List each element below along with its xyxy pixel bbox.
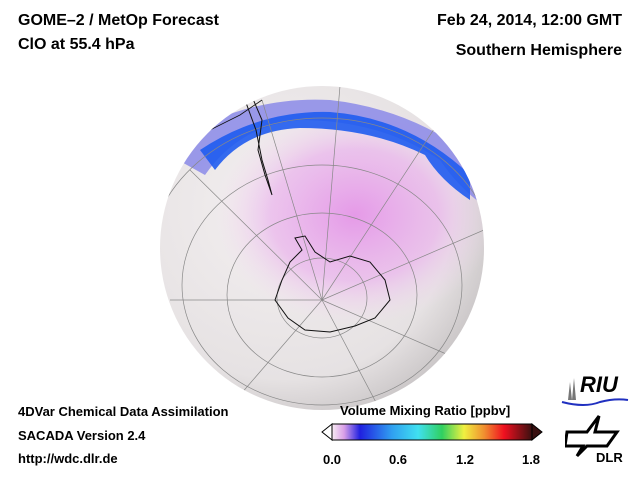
footer-url[interactable]: http://wdc.dlr.de — [18, 451, 118, 466]
colorbar-title: Volume Mixing Ratio [ppbv] — [340, 403, 511, 418]
riu-logo-text: RIU — [580, 372, 618, 397]
graticule — [160, 86, 484, 410]
colorbar-gradient — [331, 423, 533, 441]
colorbar-tick: 0.6 — [388, 452, 408, 467]
colorbar-tick: 0.0 — [322, 452, 342, 467]
clo-band-outer — [160, 99, 484, 210]
colorbar-tick: 1.8 — [521, 452, 541, 467]
dlr-logo — [565, 415, 620, 458]
antarctica-coastline — [274, 235, 391, 333]
map-title: GOME–2 / MetOp Forecast — [18, 12, 219, 29]
clo-field — [215, 105, 484, 325]
dlr-logo-text: DLR — [596, 450, 623, 465]
hemisphere-label: Southern Hemisphere — [455, 42, 622, 59]
colorbar-tick: 1.2 — [455, 452, 475, 467]
riu-logo — [561, 378, 629, 406]
footer-assimilation: 4DVar Chemical Data Assimilation — [18, 404, 229, 419]
footer-version: SACADA Version 2.4 — [18, 428, 146, 443]
clo-band-core — [200, 111, 470, 200]
map-subtitle: ClO at 55.4 hPa — [18, 36, 135, 53]
coastline — [209, 99, 263, 131]
colorbar — [321, 422, 543, 442]
south-america-coastline — [244, 91, 273, 196]
colorbar-max-arrow — [531, 422, 543, 442]
colorbar-min-arrow — [321, 422, 333, 442]
forecast-date: Feb 24, 2014, 12:00 GMT — [437, 12, 622, 29]
